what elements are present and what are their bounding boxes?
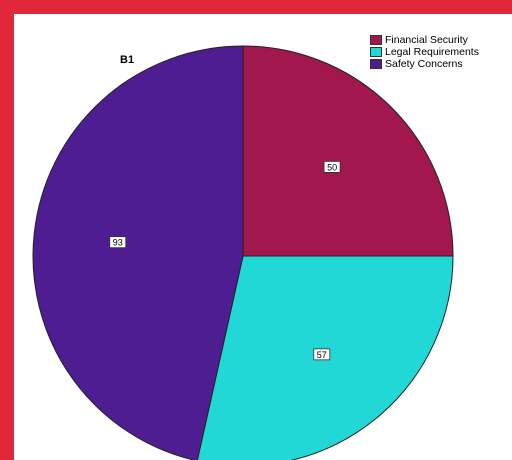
data-label: 57 [313, 348, 331, 361]
legend-label: Financial Security [385, 34, 468, 46]
legend-item: Financial Security [370, 34, 479, 46]
svg-text:57: 57 [317, 350, 327, 360]
pie-slice-safety-concerns [32, 45, 244, 460]
svg-text:93: 93 [113, 238, 123, 248]
legend: Financial Security Legal Requirements Safe… [370, 34, 479, 70]
chart-frame: 50 57 93 B1 Financial Security Legal Requir… [14, 14, 512, 460]
legend-swatch [370, 35, 382, 45]
legend-item: Legal Requirements [370, 46, 479, 58]
pie-slice-financial-security [242, 45, 454, 257]
data-label: 93 [109, 236, 127, 249]
svg-text:50: 50 [327, 162, 337, 172]
pie-chart: 50 57 93 [32, 45, 454, 460]
legend-label: Legal Requirements [385, 46, 479, 58]
legend-label: Safety Concerns [385, 58, 463, 70]
chart-title: B1 [120, 54, 135, 66]
legend-swatch [370, 47, 382, 57]
legend-swatch [370, 59, 382, 69]
data-label: 50 [323, 161, 341, 173]
legend-item: Safety Concerns [370, 58, 479, 70]
